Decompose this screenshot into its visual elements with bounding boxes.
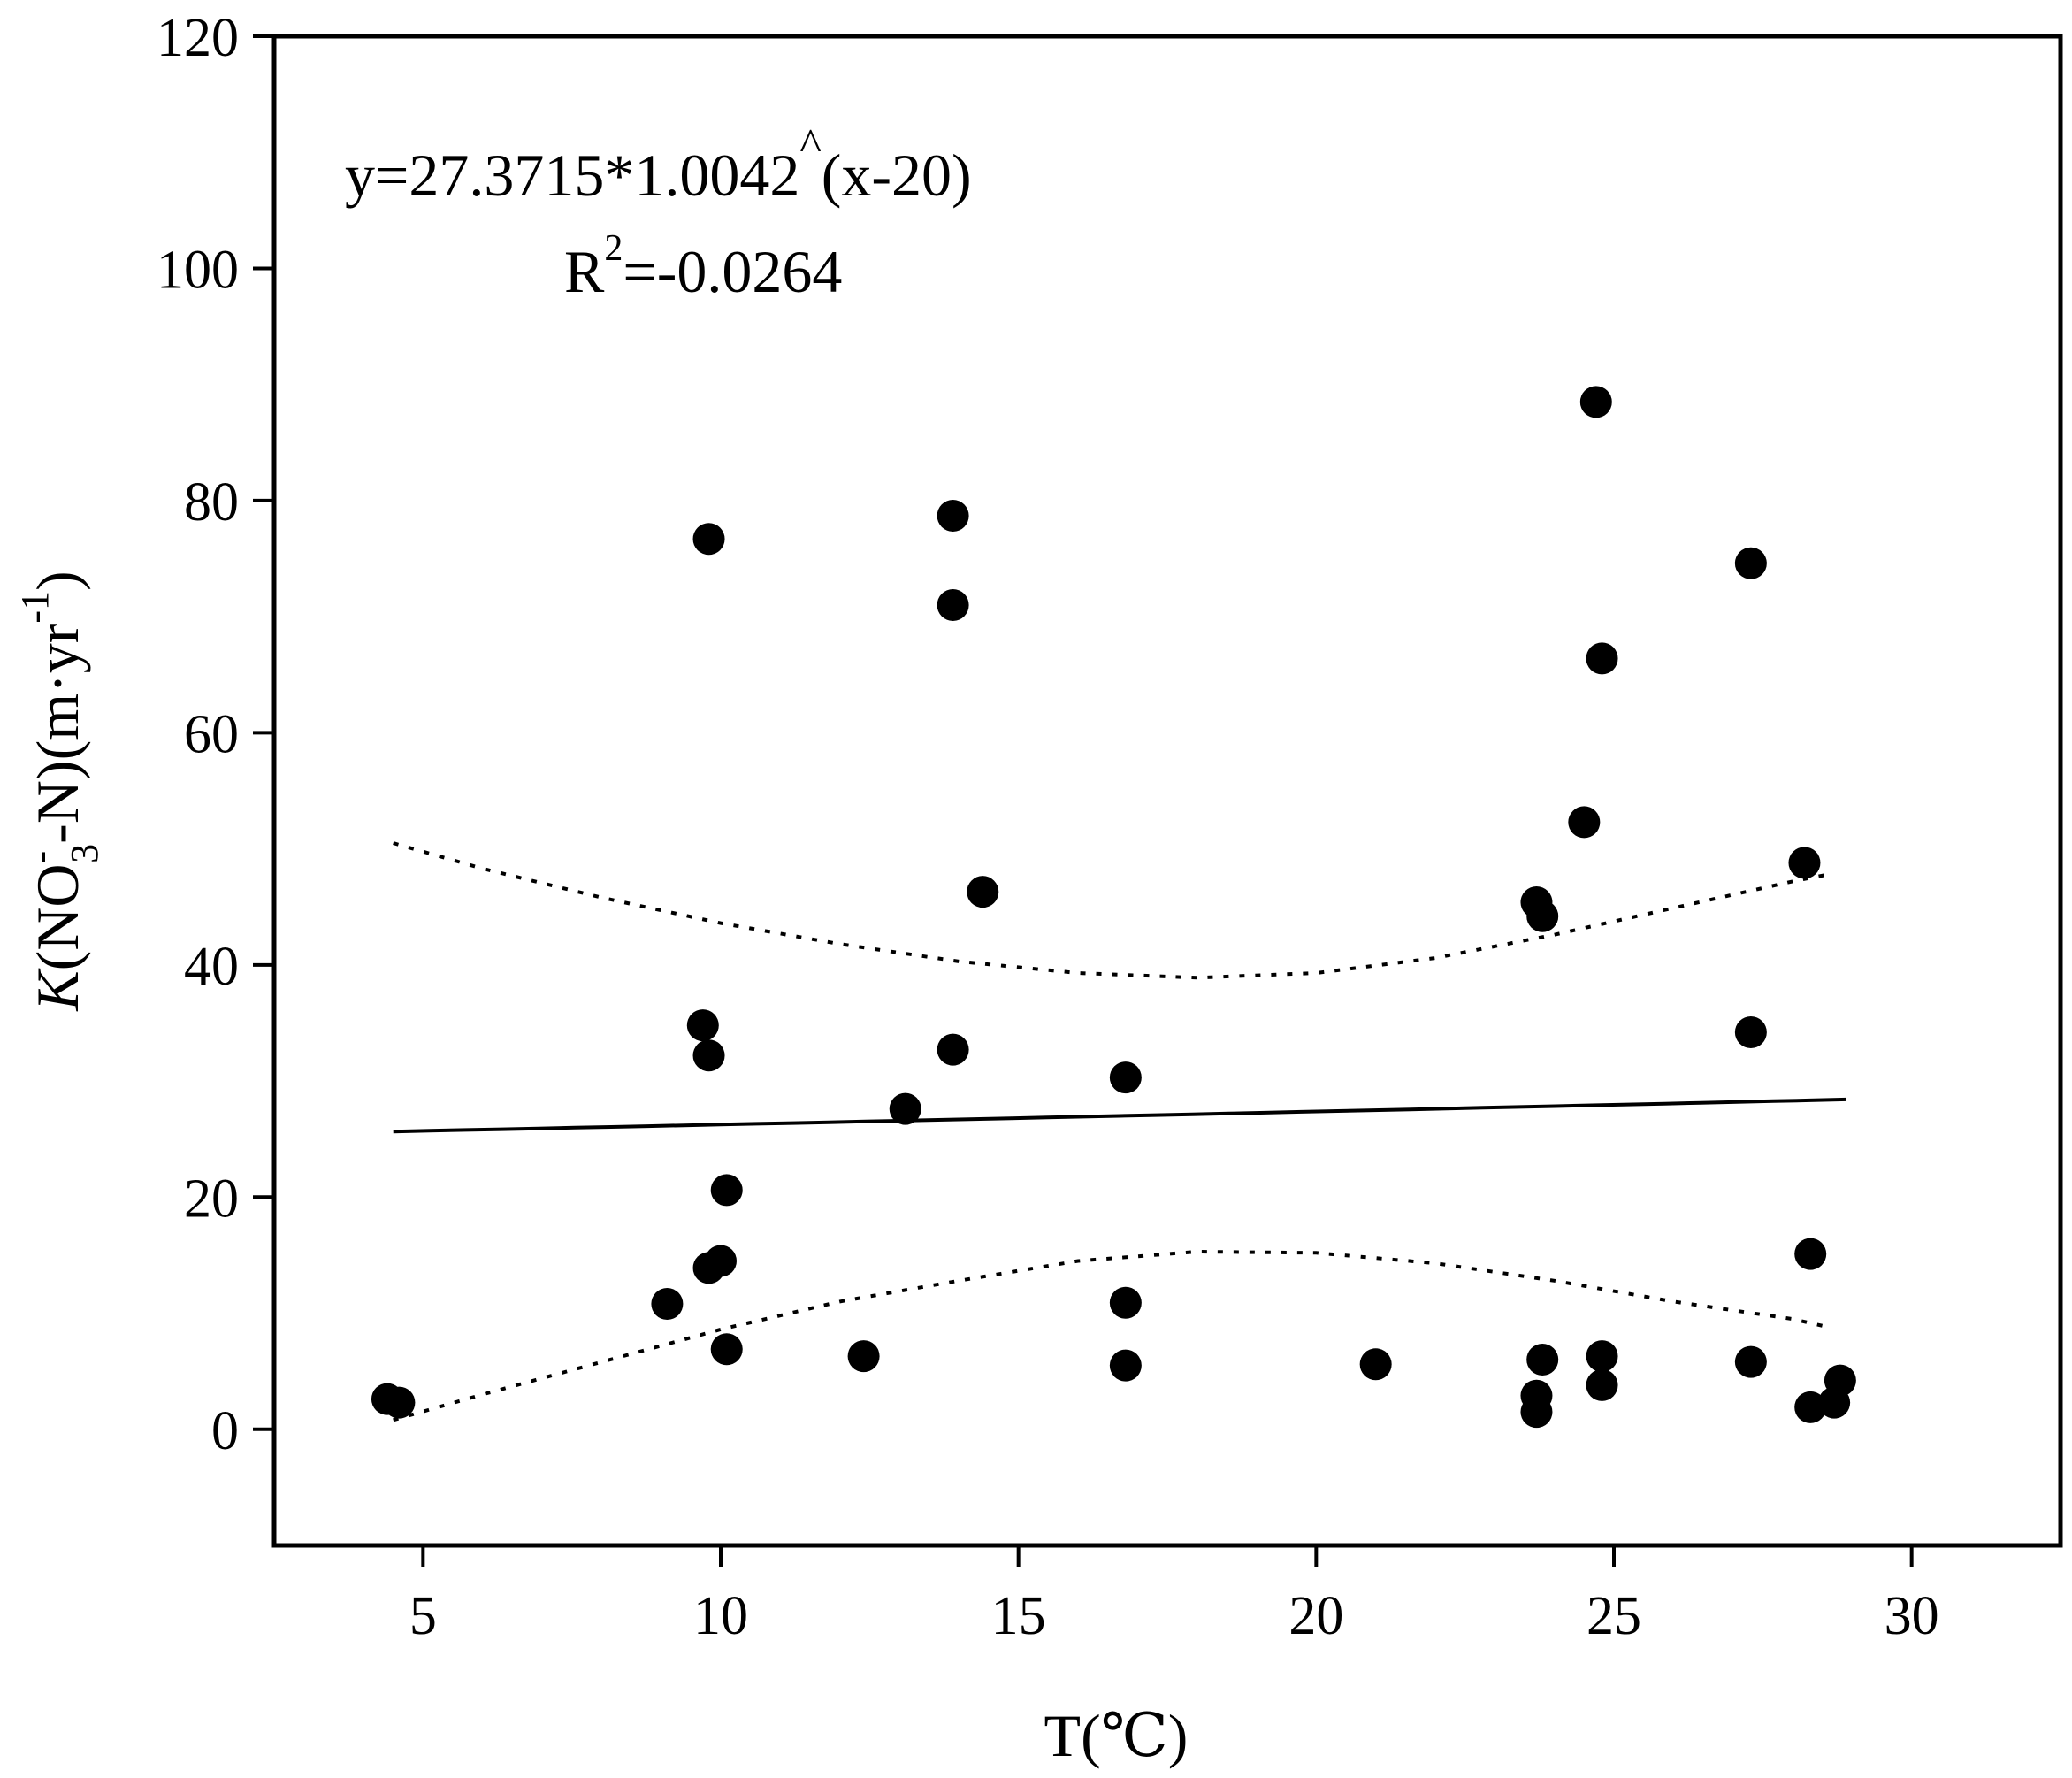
equation-tail: (x-20): [822, 142, 972, 209]
x-tick-label: 25: [1586, 1586, 1641, 1646]
data-point: [967, 876, 999, 908]
data-point: [1586, 1340, 1618, 1373]
y-label-close: ): [24, 571, 91, 591]
data-point: [1359, 1348, 1392, 1381]
data-point: [710, 1333, 743, 1366]
equation-annotation: y=27.3715*1.0042^(x-20) R2=-0.0264: [345, 120, 972, 305]
upper-confidence-line: [393, 841, 1829, 980]
data-point: [1824, 1364, 1856, 1397]
svg-text:y=27.3715*1.0042^(x-20): y=27.3715*1.0042^(x-20): [345, 120, 972, 209]
data-point: [1579, 386, 1612, 418]
x-tick-label: 15: [991, 1586, 1046, 1646]
data-point: [1109, 1349, 1142, 1382]
x-axis: 5 10 15 20 25 30: [409, 1545, 1939, 1646]
y-tick-label: 80: [184, 472, 239, 533]
y-tick-label: 100: [157, 240, 239, 300]
plot-frame: [271, 34, 2063, 1548]
data-point: [686, 1009, 719, 1042]
svg-text:R2=-0.0264: R2=-0.0264: [564, 228, 842, 305]
y-tick-label: 20: [184, 1169, 239, 1229]
y-label-exponent: -1: [13, 591, 57, 624]
data-point: [937, 589, 969, 622]
y-tick-label: 0: [211, 1401, 239, 1461]
scatter-points: [371, 386, 1856, 1429]
y-tick-label: 40: [184, 937, 239, 997]
data-point: [889, 1092, 921, 1125]
x-axis-label: T(℃): [1044, 1702, 1189, 1769]
data-point: [1734, 1015, 1767, 1048]
data-point: [651, 1288, 684, 1321]
y-tick-label: 60: [184, 704, 239, 764]
data-point: [692, 1039, 725, 1072]
data-point: [1734, 1345, 1767, 1378]
y-axis-label: K(NO-3-N)(m·yr-1): [13, 571, 106, 1011]
data-point: [1520, 1396, 1553, 1429]
data-point: [1788, 847, 1821, 879]
data-point: [692, 523, 725, 556]
x-tick-label: 5: [409, 1586, 437, 1646]
fit-line: [393, 1097, 1846, 1134]
data-point: [937, 499, 969, 532]
data-point: [1568, 806, 1601, 839]
y-label-subscript: 3: [63, 844, 106, 863]
data-point: [1794, 1238, 1827, 1270]
r2-exponent: 2: [604, 228, 623, 269]
data-point: [847, 1340, 880, 1373]
data-point: [1586, 642, 1618, 675]
r2-value: =-0.0264: [623, 238, 842, 305]
r2-label: R: [564, 238, 605, 305]
confidence-bands: [393, 841, 1829, 1422]
x-tick-label: 30: [1885, 1586, 1939, 1646]
data-point: [937, 1033, 969, 1066]
y-axis: 0 20 40 60 80 100 120: [157, 8, 274, 1461]
data-point: [1734, 547, 1767, 579]
equation-text: y=27.3715*1.0042: [345, 142, 799, 209]
data-point: [1109, 1286, 1142, 1319]
x-tick-label: 10: [693, 1586, 748, 1646]
data-point: [1794, 1391, 1827, 1423]
y-tick-label: 120: [157, 8, 239, 68]
y-label-open: (NO: [24, 863, 91, 970]
data-point: [1109, 1061, 1142, 1094]
data-point: [705, 1245, 737, 1277]
data-point: [1586, 1368, 1618, 1401]
y-label-italic-k: K: [24, 968, 91, 1012]
y-label-mid: -N)(m·yr: [24, 623, 91, 844]
data-point: [1526, 900, 1559, 932]
y-label-minus: -: [19, 851, 62, 864]
data-point: [1526, 1344, 1559, 1376]
equation-caret: ^: [799, 120, 821, 171]
x-tick-label: 20: [1288, 1586, 1343, 1646]
data-point: [710, 1174, 743, 1207]
data-point: [383, 1386, 416, 1419]
